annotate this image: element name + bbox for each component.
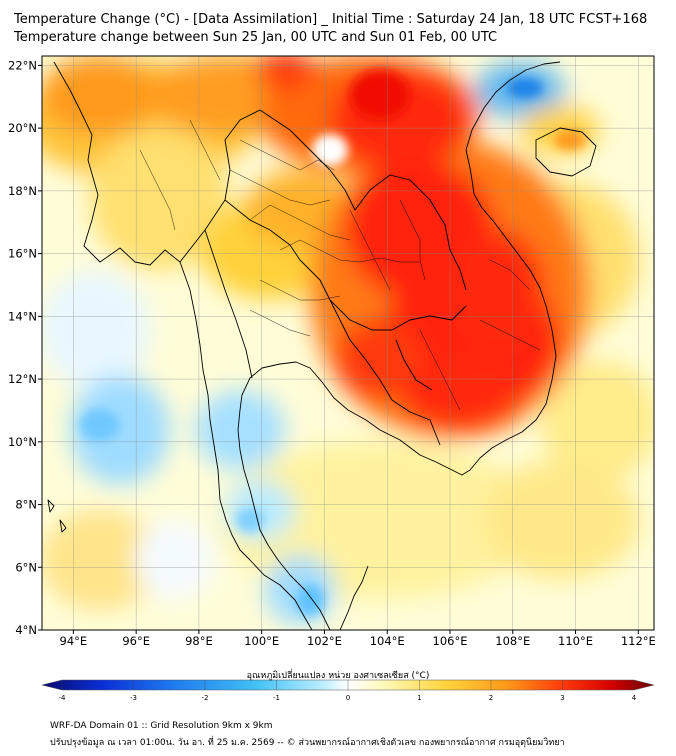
lon-tick-label: 94°E bbox=[60, 634, 88, 648]
coastlines-and-borders bbox=[47, 61, 597, 630]
colorbar-title: อุณหภูมิเปลี่ยนแปลง หน่วย องศาเซลเซียส (… bbox=[246, 671, 430, 681]
latitude-axis: 4°N 6°N 8°N 10°N 12°N 14°N 16°N 18°N 20°N 22°N bbox=[8, 58, 42, 637]
longitude-axis: 94°E 96°E 98°E 100°E 102°E 104°E 106°E 108°E 110… bbox=[60, 630, 656, 648]
lon-tick-label: 112°E bbox=[621, 634, 656, 648]
lat-tick-label: 10°N bbox=[8, 435, 37, 449]
chart-subtitle: Temperature change between Sun 25 Jan, 0… bbox=[14, 30, 498, 45]
lat-tick-label: 22°N bbox=[8, 58, 37, 72]
lat-tick-label: 4°N bbox=[15, 623, 37, 637]
colorbar-tick-label: 2 bbox=[489, 694, 493, 702]
lat-tick-label: 8°N bbox=[15, 498, 37, 512]
field-blobs bbox=[42, 56, 654, 625]
lon-tick-label: 110°E bbox=[558, 634, 593, 648]
lat-tick-label: 12°N bbox=[8, 372, 37, 386]
lon-tick-label: 104°E bbox=[370, 634, 405, 648]
chart-title: Temperature Change (°C) - [Data Assimila… bbox=[14, 12, 648, 27]
colorbar-tick-label: 4 bbox=[632, 694, 637, 702]
lon-tick-label: 106°E bbox=[433, 634, 468, 648]
lat-tick-label: 20°N bbox=[8, 121, 37, 135]
colorbar-tick-label: -2 bbox=[202, 694, 209, 702]
colorbar: -4 -3 -2 -1 0 1 2 3 4 bbox=[41, 679, 655, 702]
update-info: ปรับปรุงข้อมูล ณ เวลา 01:00น. วัน อา. ที… bbox=[50, 738, 565, 748]
lon-tick-label: 98°E bbox=[185, 634, 213, 648]
colorbar-tick-label: 1 bbox=[417, 694, 421, 702]
lat-tick-label: 6°N bbox=[15, 560, 37, 574]
province-borders bbox=[139, 119, 541, 411]
lon-tick-label: 102°E bbox=[307, 634, 342, 648]
colorbar-tick-label: 0 bbox=[346, 694, 350, 702]
model-info: WRF-DA Domain 01 :: Grid Resolution 9km … bbox=[50, 721, 273, 731]
lon-tick-label: 108°E bbox=[495, 634, 530, 648]
map-frame bbox=[41, 55, 655, 631]
colorbar-tick-label: -1 bbox=[273, 694, 280, 702]
colorbar-tick-label: -3 bbox=[130, 694, 137, 702]
lat-tick-label: 18°N bbox=[8, 184, 37, 198]
lat-tick-label: 14°N bbox=[8, 309, 37, 323]
colorbar-ticks: -4 -3 -2 -1 0 1 2 3 4 bbox=[59, 680, 637, 702]
lat-tick-label: 16°N bbox=[8, 247, 37, 261]
graticule-lines bbox=[42, 56, 654, 630]
temperature-field bbox=[42, 56, 654, 630]
colorbar-tick-label: 3 bbox=[560, 694, 564, 702]
lon-tick-label: 96°E bbox=[122, 634, 150, 648]
lon-tick-label: 100°E bbox=[244, 634, 279, 648]
colorbar-tick-label: -4 bbox=[59, 694, 67, 702]
